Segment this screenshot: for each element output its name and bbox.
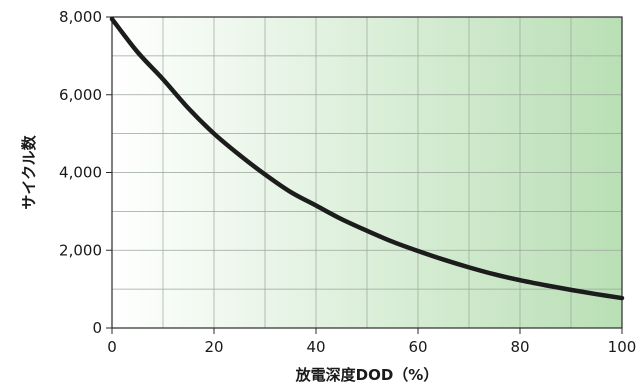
y-tick-label: 4,000: [59, 164, 102, 182]
x-tick-label: 20: [204, 338, 223, 356]
y-tick-label: 0: [92, 319, 102, 337]
y-tick-label: 6,000: [59, 86, 102, 104]
y-tick-label: 8,000: [59, 8, 102, 26]
x-tick-label: 80: [510, 338, 529, 356]
series-line: [109, 16, 625, 301]
x-tick-label: 60: [408, 338, 427, 356]
grid: [112, 17, 622, 328]
axis-ticks: 0 20 40 60 80 100 0 2,000 4,000 6,000 8,000: [59, 8, 636, 356]
x-tick-label: 100: [608, 338, 637, 356]
x-tick-label: 0: [107, 338, 117, 356]
x-axis-title: 放電深度DOD（%）: [295, 366, 439, 384]
y-tick-label: 2,000: [59, 241, 102, 259]
x-tick-label: 40: [306, 338, 325, 356]
y-axis-title: サイクル数: [20, 134, 38, 209]
